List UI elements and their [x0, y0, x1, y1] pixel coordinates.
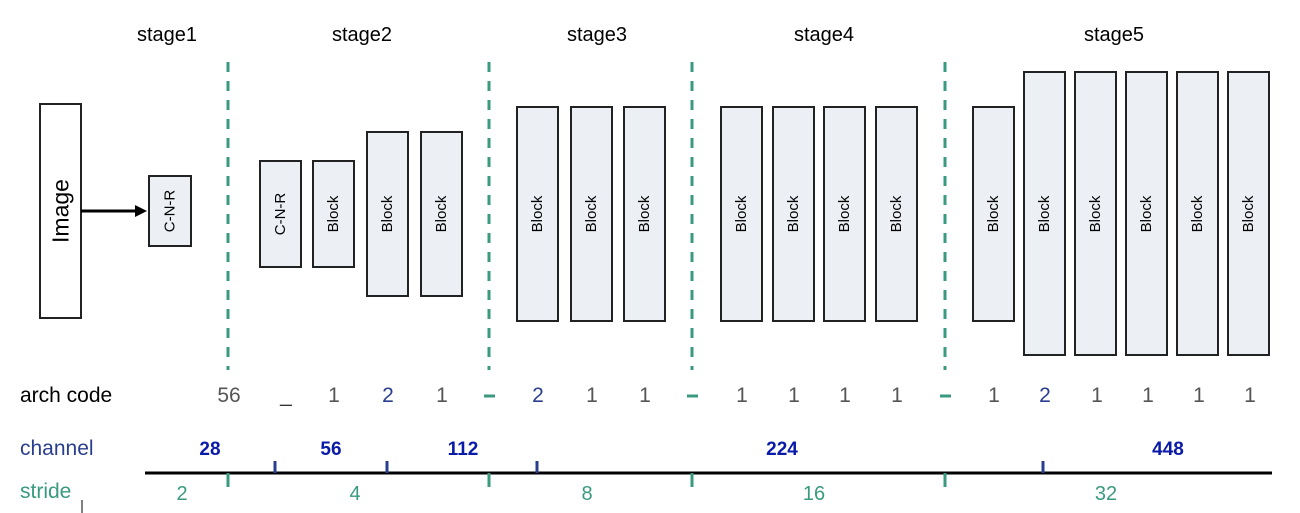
- channel-value: 56: [320, 439, 341, 460]
- stage4-block-1: Block: [720, 106, 763, 322]
- stage2-cnr-block: C-N-R: [259, 160, 302, 268]
- stride-value: 32: [1095, 483, 1117, 505]
- svg-text:Block: Block: [529, 195, 546, 232]
- svg-text:Block: Block: [433, 195, 450, 232]
- channel-label: channel: [20, 437, 94, 460]
- svg-text:Block: Block: [1240, 195, 1257, 232]
- stage4-block-3: Block: [823, 106, 866, 322]
- stride-value: 16: [803, 483, 825, 505]
- image-input: Image: [39, 103, 82, 319]
- channel-value: 112: [448, 439, 479, 460]
- arch-code-value: 1: [891, 384, 903, 407]
- svg-text:Block: Block: [1036, 195, 1053, 232]
- stride-value: 8: [581, 483, 592, 505]
- arch-code-value: 1: [988, 384, 1000, 407]
- stage5-block-2: Block: [1023, 71, 1066, 356]
- arch-code-value: 1: [586, 384, 598, 407]
- svg-text:Block: Block: [1087, 195, 1104, 232]
- stage1-cnr-block: C-N-R: [148, 175, 192, 247]
- svg-text:Block: Block: [836, 195, 853, 232]
- svg-text:Block: Block: [636, 195, 653, 232]
- stage-label-5: stage5: [1084, 24, 1144, 46]
- stage-label-1: stage1: [137, 24, 197, 46]
- channel-value: 448: [1152, 439, 1184, 460]
- arch-code-value: 2: [532, 384, 544, 407]
- arch-code-value: 2: [1039, 384, 1051, 407]
- arch-code-value: _: [279, 384, 292, 407]
- stage3-block-1: Block: [516, 106, 559, 322]
- svg-text:Block: Block: [583, 195, 600, 232]
- channel-value: 224: [766, 439, 798, 460]
- arch-code-value: 56: [217, 384, 240, 407]
- stride-value: 2: [176, 483, 187, 505]
- stage4-block-2: Block: [772, 106, 815, 322]
- svg-text:Block: Block: [1189, 195, 1206, 232]
- channel-value: 28: [199, 439, 220, 460]
- svg-text:Block: Block: [785, 195, 802, 232]
- stage-label-2: stage2: [332, 24, 392, 46]
- arch-code-value: 1: [736, 384, 748, 407]
- stage5-block-4: Block: [1125, 71, 1168, 356]
- arch-code-value: 1: [436, 384, 448, 407]
- stage-label-4: stage4: [794, 24, 854, 46]
- svg-text:C-N-R: C-N-R: [162, 190, 179, 233]
- arch-code-value: 1: [788, 384, 800, 407]
- svg-text:C-N-R: C-N-R: [272, 193, 289, 236]
- svg-text:Block: Block: [1138, 195, 1155, 232]
- stride-label: stride: [20, 480, 71, 503]
- arch-code-value: 1: [328, 384, 340, 407]
- arch-code-value: 1: [639, 384, 651, 407]
- stage3-block-3: Block: [623, 106, 666, 322]
- svg-text:Block: Block: [985, 195, 1002, 232]
- stride-value: 4: [349, 483, 360, 505]
- stage5-block-5: Block: [1176, 71, 1219, 356]
- arch-code-value: 1: [1244, 384, 1256, 407]
- stage-label-3: stage3: [567, 24, 627, 46]
- stage3-block-2: Block: [570, 106, 613, 322]
- arch-code-value: 1: [839, 384, 851, 407]
- arch-code-value: 2: [382, 384, 394, 407]
- stage2-block-2: Block: [366, 131, 409, 297]
- stage4-block-4: Block: [875, 106, 918, 322]
- stage2-block-3: Block: [420, 131, 463, 297]
- svg-text:Block: Block: [888, 195, 905, 232]
- svg-text:Block: Block: [733, 195, 750, 232]
- stage5-block-6: Block: [1227, 71, 1270, 356]
- stage5-block-1: Block: [972, 106, 1015, 322]
- arch-code-label: arch code: [20, 384, 112, 407]
- svg-text:Block: Block: [379, 195, 396, 232]
- arrow-icon: [81, 205, 147, 217]
- stage5-block-3: Block: [1074, 71, 1117, 356]
- arch-code-value: 1: [1142, 384, 1154, 407]
- arch-code-value: 1: [1193, 384, 1205, 407]
- image-label: Image: [48, 179, 74, 243]
- arch-code-values: 56 _ 1 2 1 2 1 1 1 1 1 1 1 2 1 1 1 1: [217, 384, 1256, 407]
- stage2-block-1: Block: [312, 160, 355, 268]
- arch-code-value: 1: [1091, 384, 1103, 407]
- svg-text:Block: Block: [325, 195, 342, 232]
